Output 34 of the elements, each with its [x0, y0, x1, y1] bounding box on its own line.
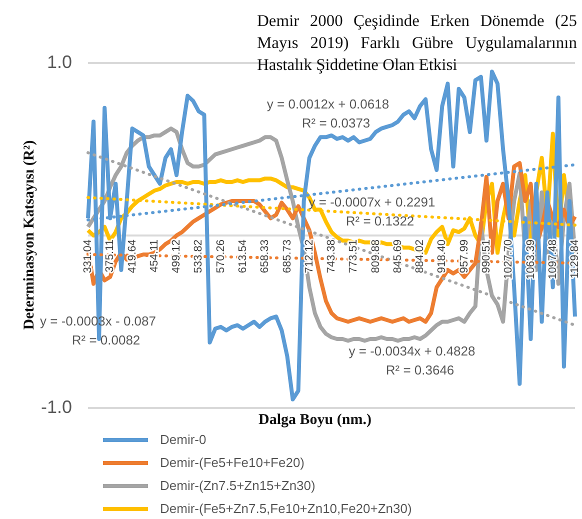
chart-title: Demir 2000 Çeşidinde Erken Dönemde (25 Mayıs 2019) Farklı Gübre Uygulamalarının Hastalık Şiddetine Olan Etkisi — [257, 10, 577, 76]
x-tick-label: 957.99 — [458, 240, 470, 274]
x-axis-title: Dalga Boyu (nm.) — [258, 412, 372, 428]
x-tick-label: 1063.39 — [524, 240, 537, 280]
y-tick-label: 1.0 — [46, 52, 72, 72]
x-tick-label: 884.02 — [414, 240, 426, 274]
annotation: y = 0.0012x + 0.0618 R² = 0.0373 — [266, 96, 390, 131]
x-tick-label: 845.69 — [392, 240, 404, 274]
x-tick-label: 712.12 — [303, 240, 316, 274]
x-tick-label: 499.12 — [170, 240, 183, 274]
legend-label: Demir-(Fe5+Zn7.5,Fe10+Zn10,Fe20+Zn30) — [160, 501, 412, 516]
legend-label: Demir-(Zn7.5+Zn15+Zn30) — [160, 478, 316, 493]
y-tick-label: -1.0 — [40, 396, 72, 417]
x-tick-label: 613.54 — [236, 240, 249, 274]
x-tick-label: 918.40 — [436, 240, 448, 274]
x-tick-label: 658.33 — [259, 240, 272, 274]
legend-label: Demir-0 — [160, 432, 206, 447]
x-tick-label: 685.73 — [281, 240, 294, 274]
x-tick-label: 375.11 — [104, 240, 116, 272]
x-tick-label: 1129.84 — [569, 240, 582, 278]
legend-label: Demir-(Fe5+Fe10+Fe20) — [160, 455, 304, 470]
y-axis-title: Determinasyon Katsayısı (R²) — [22, 140, 38, 330]
x-tick-label: 990.51 — [480, 240, 492, 274]
x-tick-label: 743.38 — [326, 240, 338, 274]
x-tick-label: 533.82 — [192, 240, 205, 274]
x-tick-label: 570.26 — [214, 240, 227, 274]
x-tick-label: 809.88 — [370, 240, 382, 274]
x-tick-label: 1027.70 — [502, 240, 515, 280]
annotation: y = -0.0034x + 0.4828 R² = 0.3646 — [348, 344, 476, 378]
x-tick-label: 773.51 — [348, 240, 360, 274]
x-tick-label: 331.04 — [82, 240, 94, 274]
x-tick-label: 419.64 — [126, 240, 138, 274]
x-tick-label: 1097.48 — [546, 240, 559, 280]
x-tick-label: 454.11 — [148, 240, 160, 272]
